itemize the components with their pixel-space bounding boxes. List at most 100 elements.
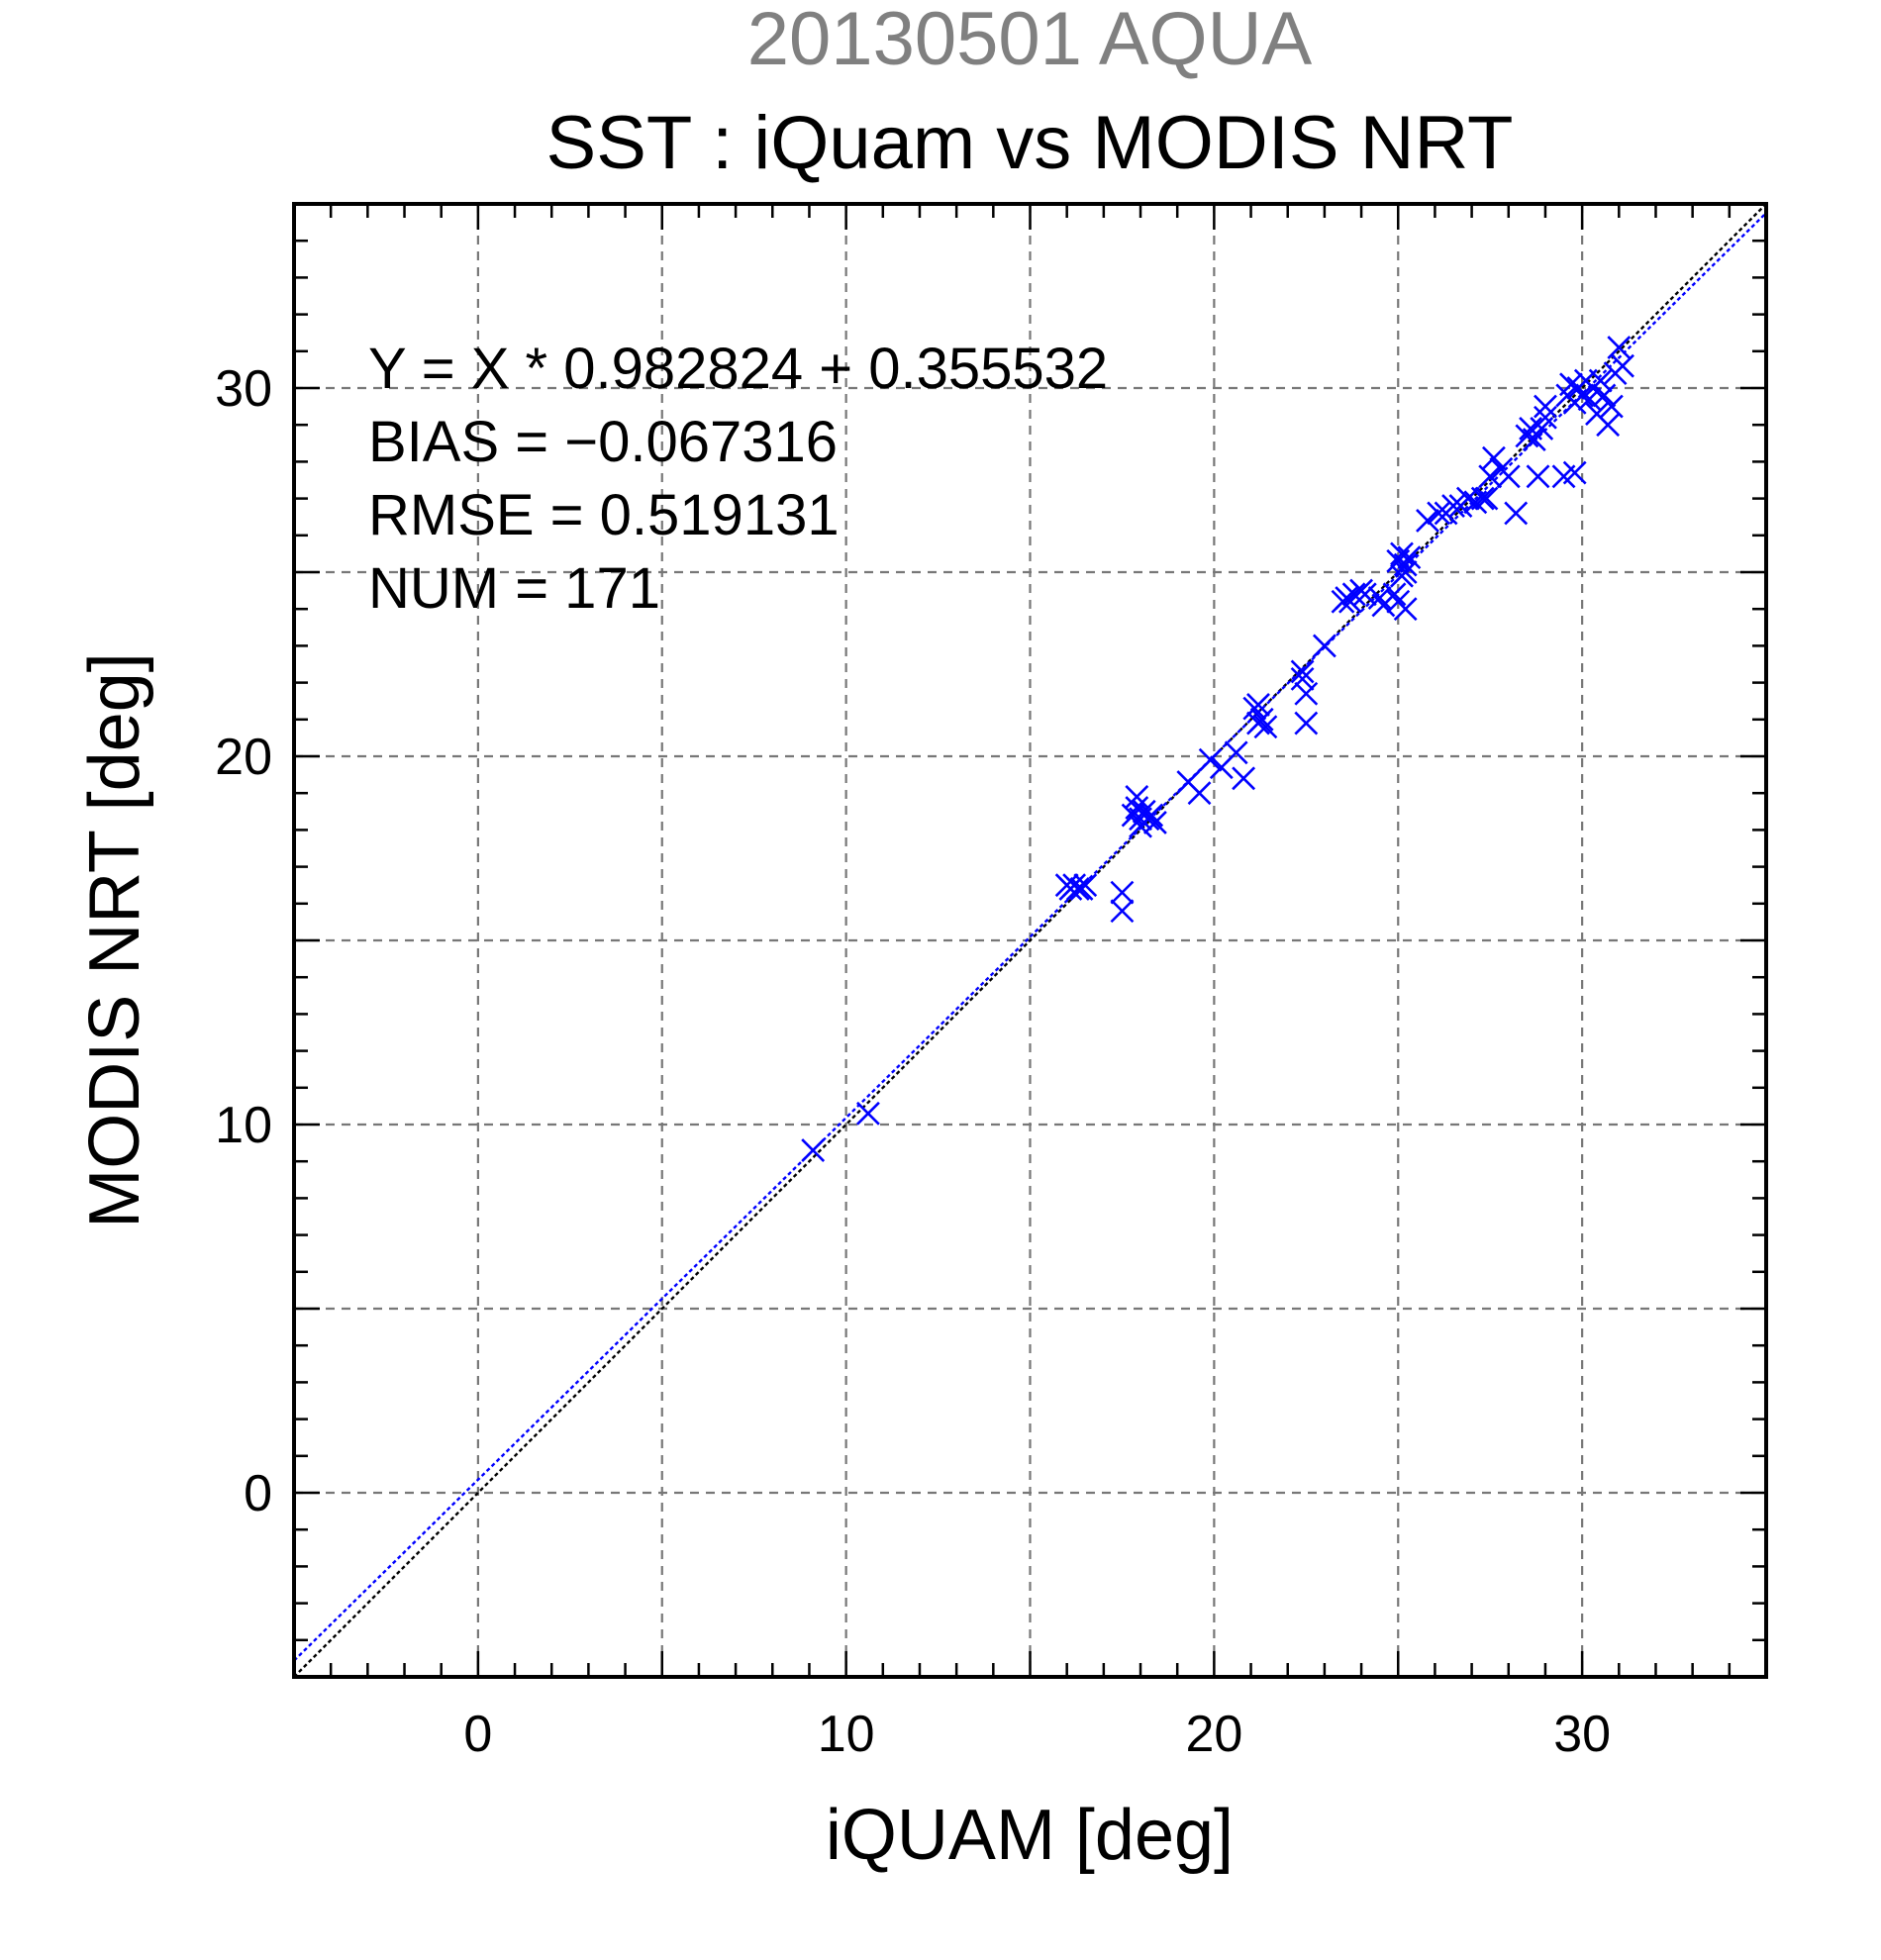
data-point-stroke bbox=[1110, 899, 1135, 924]
data-point bbox=[1294, 711, 1319, 735]
data-point bbox=[1382, 582, 1407, 607]
data-point bbox=[1312, 634, 1336, 658]
statistics-box: Y = X * 0.982824 + 0.355532 BIAS = −0.067… bbox=[368, 337, 1108, 621]
y-axis-label: MODIS NRT [deg] bbox=[75, 652, 154, 1228]
data-point-stroke bbox=[1246, 693, 1270, 717]
data-point bbox=[1496, 464, 1521, 489]
stat-line: Y = X * 0.982824 + 0.355532 bbox=[368, 337, 1108, 401]
data-point-stroke bbox=[1592, 383, 1617, 408]
data-point-stroke bbox=[1390, 541, 1414, 566]
data-point-stroke bbox=[1470, 486, 1495, 511]
identity-line bbox=[293, 203, 1767, 1678]
data-point-stroke bbox=[1125, 785, 1149, 809]
data-point bbox=[1367, 586, 1392, 610]
data-point-stroke bbox=[1496, 464, 1521, 489]
stat-line: NUM = 171 bbox=[368, 556, 660, 621]
data-point bbox=[1441, 494, 1465, 518]
data-point bbox=[1198, 747, 1223, 772]
data-point bbox=[1290, 666, 1315, 691]
data-point-stroke bbox=[1416, 509, 1439, 533]
data-point bbox=[1596, 413, 1621, 438]
chart-date-title: 20130501 AQUA bbox=[747, 0, 1313, 81]
data-point-stroke bbox=[1478, 464, 1503, 489]
data-point bbox=[1611, 353, 1634, 378]
data-point-stroke bbox=[1110, 880, 1135, 905]
data-point bbox=[1416, 509, 1439, 533]
data-point-stroke bbox=[1249, 707, 1274, 732]
data-point-stroke bbox=[856, 1101, 880, 1126]
data-point-stroke bbox=[1253, 715, 1278, 739]
x-tick-label: 20 bbox=[1185, 1706, 1242, 1763]
data-point-stroke bbox=[1073, 873, 1098, 898]
y-tick-label: 10 bbox=[215, 1097, 272, 1154]
data-point bbox=[1570, 383, 1595, 408]
x-tick-label: 0 bbox=[463, 1706, 492, 1763]
data-point bbox=[1481, 445, 1506, 470]
data-point bbox=[1246, 693, 1270, 717]
data-point bbox=[1290, 659, 1315, 684]
data-point-stroke bbox=[1570, 383, 1595, 408]
data-point-stroke bbox=[1534, 394, 1557, 419]
data-point bbox=[1232, 766, 1256, 791]
x-tick-label: 10 bbox=[818, 1706, 875, 1763]
data-point bbox=[1142, 811, 1167, 834]
data-point-stroke bbox=[1341, 582, 1366, 607]
data-point-stroke bbox=[1142, 811, 1167, 834]
data-point bbox=[1125, 785, 1149, 809]
data-point-stroke bbox=[1607, 336, 1632, 359]
data-point bbox=[1352, 582, 1377, 607]
data-point bbox=[1390, 563, 1414, 588]
data-points bbox=[801, 336, 1634, 1162]
data-point-stroke bbox=[1474, 486, 1499, 511]
data-point-stroke bbox=[1393, 597, 1418, 622]
data-point-stroke bbox=[1562, 460, 1587, 485]
data-point bbox=[1224, 740, 1248, 765]
y-tick-label: 0 bbox=[244, 1465, 272, 1522]
chart-title: SST : iQuam vs MODIS NRT bbox=[546, 101, 1514, 185]
data-point-stroke bbox=[1176, 770, 1201, 794]
data-point-stroke bbox=[1294, 711, 1319, 735]
data-point bbox=[1534, 394, 1557, 419]
x-tick-label: 30 bbox=[1553, 1706, 1611, 1763]
data-point-stroke bbox=[1132, 799, 1156, 824]
data-point bbox=[1592, 383, 1617, 408]
stat-line: RMSE = 0.519131 bbox=[368, 483, 840, 547]
grid bbox=[294, 204, 1766, 1677]
x-axis-label: iQUAM [deg] bbox=[826, 1796, 1234, 1875]
tick-labels: 0 10 20 30 0 10 20 30 bbox=[215, 360, 1611, 1763]
data-point-stroke bbox=[1441, 494, 1465, 518]
data-point bbox=[1504, 501, 1529, 526]
stat-line: BIAS = −0.067316 bbox=[368, 410, 838, 474]
data-point bbox=[1588, 368, 1613, 393]
data-point-stroke bbox=[1390, 563, 1414, 588]
data-point-stroke bbox=[1504, 501, 1529, 526]
data-point-stroke bbox=[1367, 586, 1392, 610]
y-tick-label: 20 bbox=[215, 729, 272, 786]
data-point-stroke bbox=[1481, 445, 1506, 470]
data-point bbox=[1253, 715, 1278, 739]
data-point-stroke bbox=[1522, 428, 1546, 451]
data-point-stroke bbox=[1611, 353, 1634, 378]
data-point-stroke bbox=[1224, 740, 1248, 765]
data-point-stroke bbox=[1519, 417, 1542, 441]
data-point-stroke bbox=[1588, 368, 1613, 393]
data-point bbox=[856, 1101, 880, 1126]
data-point-stroke bbox=[1397, 545, 1422, 570]
data-point bbox=[1294, 681, 1319, 706]
data-point-stroke bbox=[1559, 372, 1583, 397]
data-point-stroke bbox=[1125, 796, 1149, 820]
data-point bbox=[1249, 707, 1274, 732]
data-point bbox=[1073, 873, 1098, 898]
data-point-stroke bbox=[1232, 766, 1256, 791]
data-point bbox=[1522, 428, 1546, 451]
data-point-stroke bbox=[1198, 747, 1223, 772]
data-point bbox=[1341, 582, 1366, 607]
data-point bbox=[1515, 424, 1539, 448]
data-point bbox=[1129, 814, 1152, 838]
plot-frame bbox=[292, 202, 1768, 1679]
data-point-stroke bbox=[1294, 681, 1319, 706]
data-point-stroke bbox=[1585, 402, 1609, 426]
data-point bbox=[1599, 394, 1624, 419]
data-point bbox=[1427, 501, 1451, 526]
data-point bbox=[1065, 877, 1090, 901]
